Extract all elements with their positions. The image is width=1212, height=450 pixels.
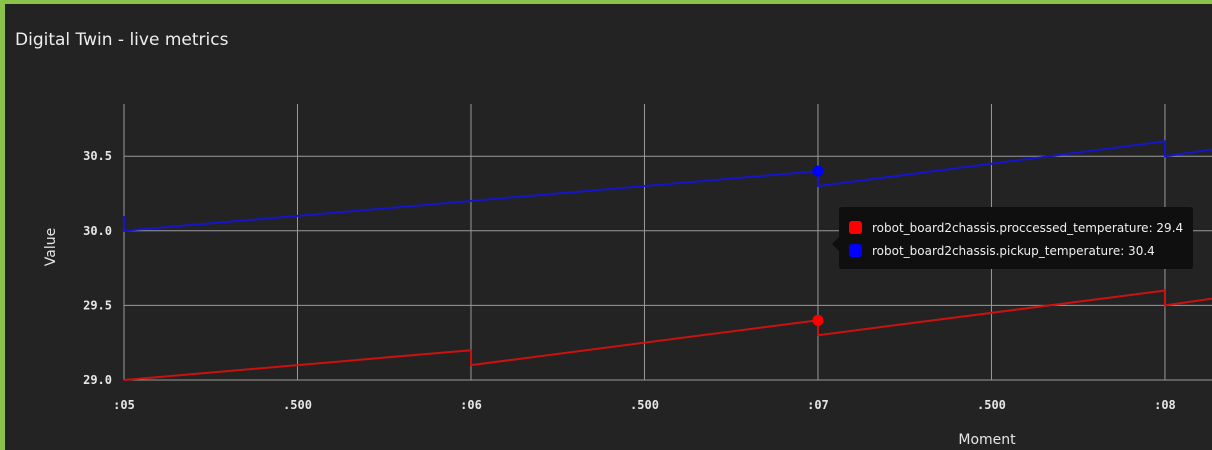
hover-marker-0 [812, 314, 824, 326]
tooltip-row-pickup: robot_board2chassis.pickup_temperature: … [849, 239, 1183, 262]
grid-lines [123, 104, 1212, 381]
y-axis-ticks: 29.0 29.5 30.0 30.5 [83, 149, 112, 387]
hover-markers [812, 165, 824, 326]
x-axis-ticks: :05 .500 :06 .500 :07 .500 :08 [113, 398, 1176, 412]
panel-title: Digital Twin - live metrics [15, 30, 229, 50]
series-swatch-red [849, 221, 862, 234]
tooltip-row-processed: robot_board2chassis.proccessed_temperatu… [849, 216, 1183, 239]
y-tick-label: 30.0 [83, 224, 112, 238]
x-tick-label: :07 [807, 398, 829, 412]
y-tick-label: 30.5 [83, 149, 112, 163]
hover-tooltip: robot_board2chassis.proccessed_temperatu… [831, 207, 1194, 269]
line-chart[interactable]: 29.029.530.030.5 :05.500:06.500:07.500:0… [5, 4, 1212, 450]
x-tick-label: .500 [977, 398, 1006, 412]
y-axis-label: Value [43, 228, 59, 266]
x-tick-label: :08 [1154, 398, 1176, 412]
x-axis-label: Moment [958, 432, 1016, 448]
x-tick-label: :06 [460, 398, 482, 412]
series-line-0 [123, 289, 1212, 381]
series-swatch-blue [849, 244, 862, 257]
tooltip-label-processed: robot_board2chassis.proccessed_temperatu… [872, 220, 1184, 235]
hover-marker-1 [812, 165, 824, 177]
x-tick-label: .500 [630, 398, 659, 412]
series-line-1 [123, 140, 1212, 232]
series-lines [123, 140, 1212, 381]
tooltip-label-pickup: robot_board2chassis.pickup_temperature: … [872, 243, 1155, 258]
y-tick-label: 29.5 [83, 298, 112, 312]
x-tick-label: :05 [113, 398, 135, 412]
y-tick-label: 29.0 [83, 373, 112, 387]
x-tick-label: .500 [283, 398, 312, 412]
